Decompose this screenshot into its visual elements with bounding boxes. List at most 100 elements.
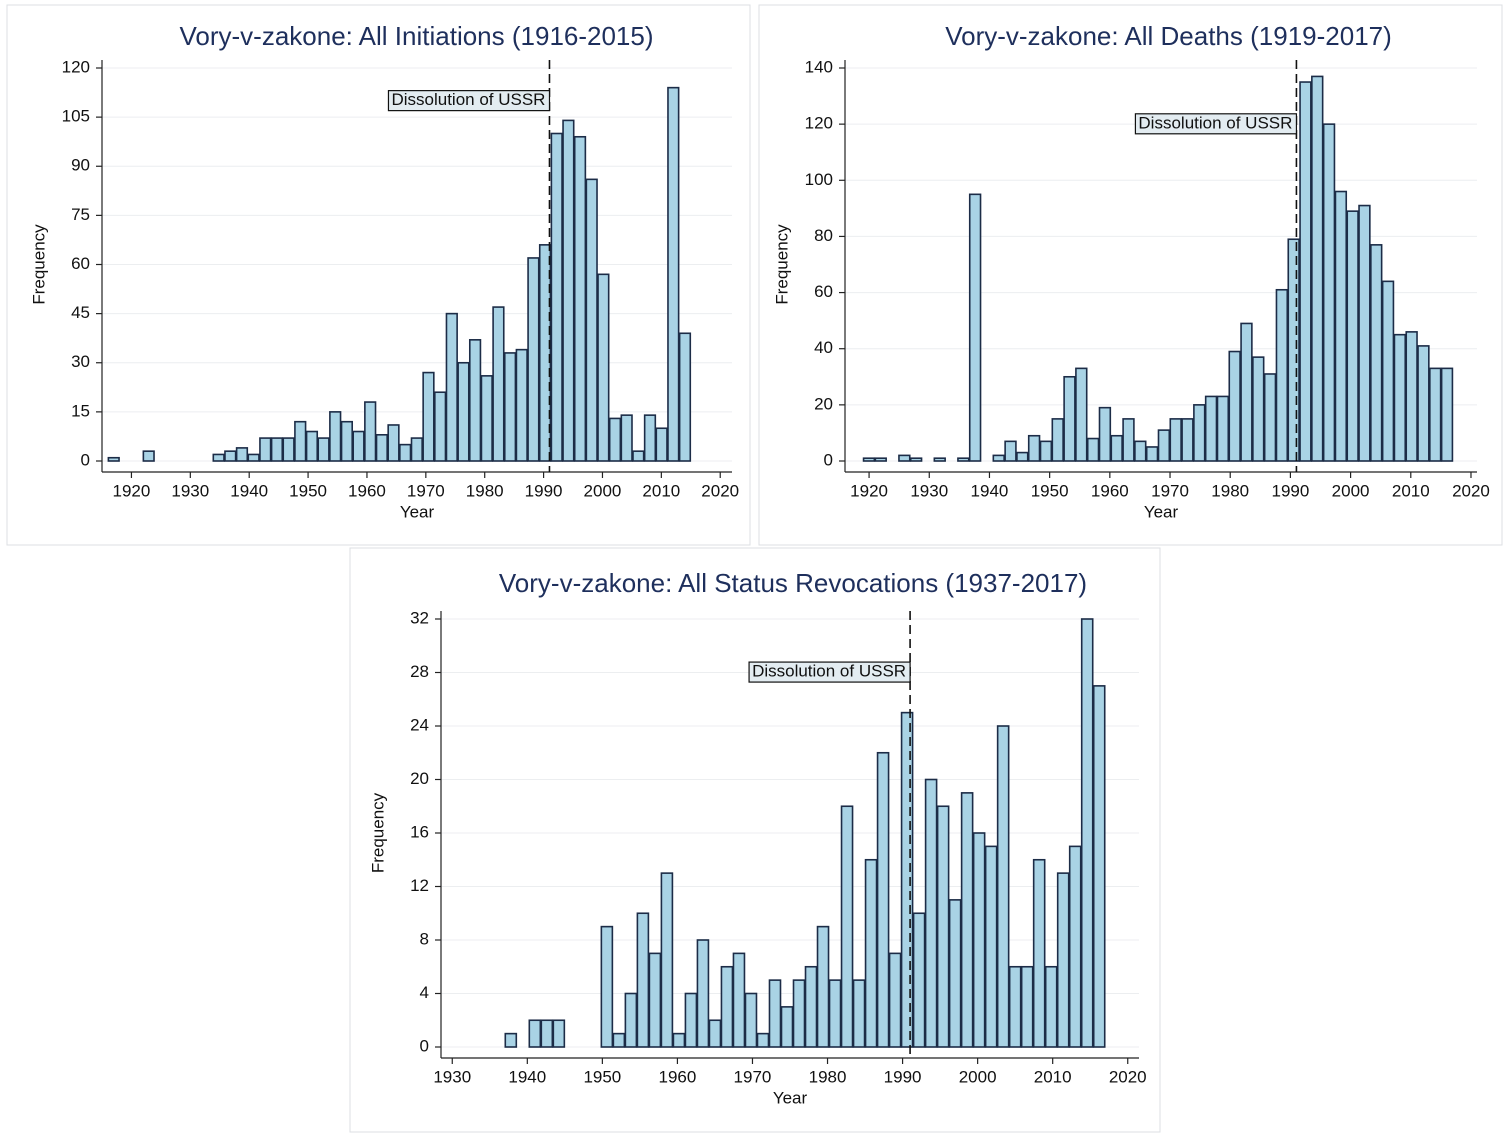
y-tick-label: 32 [410, 608, 429, 627]
bar [912, 912, 926, 1048]
chart-title: Vory-v-zakone: All Initiations (1916-201… [179, 21, 653, 51]
y-tick-label: 75 [71, 205, 90, 224]
chart-title: Vory-v-zakone: All Deaths (1919-2017) [945, 21, 1392, 51]
x-tick-label: 1980 [466, 481, 504, 500]
bar [708, 1019, 722, 1048]
y-tick-label: 15 [71, 401, 90, 420]
y-tick-label: 40 [814, 338, 833, 357]
bar [900, 711, 914, 1048]
bar [744, 992, 758, 1048]
y-tick-label: 8 [420, 929, 429, 948]
bar [1063, 375, 1076, 462]
y-tick-label: 0 [420, 1036, 429, 1055]
bar [678, 332, 692, 462]
x-tick-label: 1960 [659, 1067, 697, 1086]
bar [375, 433, 388, 462]
bar [1263, 373, 1277, 462]
bar [1252, 356, 1265, 462]
panel-background [6, 4, 751, 546]
bar [972, 832, 986, 1048]
bar [1240, 322, 1253, 462]
bar [620, 414, 633, 462]
bar [924, 778, 938, 1048]
x-tick-label: 1990 [1271, 481, 1309, 500]
bar [107, 456, 120, 462]
bar [667, 86, 680, 462]
x-tick-label: 2000 [584, 481, 622, 500]
bar [235, 447, 249, 462]
x-tick-label: 1950 [583, 1067, 621, 1086]
bar [1075, 367, 1088, 462]
y-tick-label: 90 [71, 156, 90, 175]
bar [655, 427, 668, 462]
x-tick-label: 1970 [734, 1067, 772, 1086]
bar [909, 457, 923, 462]
chart-panel: Vory-v-zakone: All Deaths (1919-2017) 0 20… [758, 4, 1503, 546]
y-tick-label: 28 [410, 662, 429, 681]
x-tick-label: 1940 [508, 1067, 546, 1086]
x-tick-label: 1920 [850, 481, 888, 500]
bar [957, 457, 970, 462]
x-tick-label: 1940 [230, 481, 268, 500]
bar [573, 135, 587, 462]
bar [792, 979, 806, 1048]
bar [515, 348, 528, 462]
bar [492, 306, 505, 462]
x-tick-label: 1980 [1211, 481, 1249, 500]
bar [468, 339, 482, 462]
bar [247, 453, 260, 462]
x-tick-label: 2020 [1452, 481, 1490, 500]
bar [828, 979, 842, 1048]
chart-panel: Vory-v-zakone: All Status Revocations (1… [349, 547, 1161, 1133]
x-tick-label: 2010 [1034, 1067, 1072, 1086]
bar [933, 457, 946, 462]
bar [1051, 418, 1064, 462]
bar [1134, 440, 1147, 462]
bar [317, 437, 330, 462]
bar [1334, 190, 1348, 462]
bar [552, 1019, 566, 1048]
bar [984, 845, 998, 1048]
y-axis-label: Frequency [772, 224, 791, 305]
bar [632, 450, 645, 462]
bar [992, 454, 1005, 462]
bar [996, 725, 1010, 1048]
bar [600, 925, 614, 1048]
bar [1299, 81, 1312, 462]
bar [898, 454, 911, 462]
x-tick-label: 1940 [971, 481, 1009, 500]
x-axis-label: Year [400, 502, 435, 521]
bar [840, 805, 854, 1048]
annotation: Dissolution of USSR [1138, 113, 1292, 132]
bar [294, 420, 307, 462]
bar [1287, 238, 1300, 462]
bar [1122, 418, 1135, 462]
y-tick-label: 60 [71, 254, 90, 273]
y-tick-label: 16 [410, 822, 429, 841]
bar [648, 952, 662, 1048]
bar [212, 453, 225, 462]
bar [1358, 204, 1371, 462]
bar [340, 420, 354, 462]
annotation: Dissolution of USSR [391, 90, 545, 109]
x-tick-label: 1930 [171, 481, 209, 500]
bar [259, 437, 272, 462]
bar [612, 1032, 626, 1048]
x-tick-label: 2000 [1332, 481, 1370, 500]
bar [1204, 395, 1218, 462]
bar [876, 751, 890, 1048]
bar [816, 925, 830, 1048]
bar [527, 257, 540, 462]
annotation: Dissolution of USSR [752, 662, 906, 681]
bar [585, 178, 598, 462]
x-tick-label: 1960 [348, 481, 386, 500]
chart-panel: Vory-v-zakone: All Initiations (1916-201… [6, 4, 751, 546]
bar [1417, 345, 1430, 462]
bar [1346, 210, 1359, 462]
bar [142, 450, 155, 462]
bar [270, 437, 284, 462]
bar [1322, 123, 1336, 462]
bar [434, 391, 447, 462]
x-tick-label: 1930 [910, 481, 948, 500]
